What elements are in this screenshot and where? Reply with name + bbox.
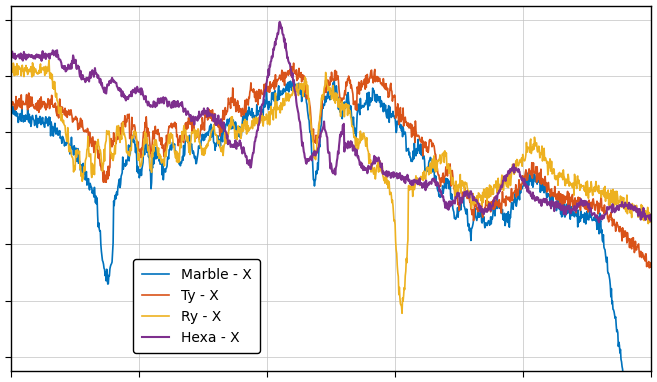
Line: Ry - X: Ry - X xyxy=(11,60,652,313)
Legend: Marble - X, Ty - X, Ry - X, Hexa - X: Marble - X, Ty - X, Ry - X, Hexa - X xyxy=(133,259,260,353)
Ty - X xyxy=(92,141,100,146)
Hexa - X xyxy=(648,212,656,217)
Ry - X xyxy=(116,136,124,141)
Marble - X xyxy=(115,178,123,183)
Ty - X xyxy=(115,126,123,131)
Ry - X xyxy=(7,71,15,76)
Ry - X xyxy=(93,147,101,152)
Ty - X xyxy=(344,78,352,82)
Marble - X xyxy=(330,77,338,81)
Line: Ty - X: Ty - X xyxy=(11,63,652,268)
Ry - X xyxy=(648,218,656,222)
Ty - X xyxy=(648,262,656,266)
Hexa - X xyxy=(115,88,123,92)
Ry - X xyxy=(45,58,53,63)
Ty - X xyxy=(223,108,231,113)
Hexa - X xyxy=(595,220,603,225)
Marble - X xyxy=(357,105,365,110)
Ry - X xyxy=(285,92,293,97)
Ty - X xyxy=(285,69,293,73)
Ry - X xyxy=(344,106,352,111)
Ty - X xyxy=(645,265,653,270)
Ry - X xyxy=(357,136,365,141)
Ry - X xyxy=(223,140,231,144)
Hexa - X xyxy=(276,19,284,24)
Line: Hexa - X: Hexa - X xyxy=(11,22,652,222)
Marble - X xyxy=(7,108,15,113)
Marble - X xyxy=(285,90,293,94)
Hexa - X xyxy=(7,56,15,60)
Marble - X xyxy=(223,122,231,127)
Hexa - X xyxy=(344,139,352,144)
Hexa - X xyxy=(223,136,231,141)
Hexa - X xyxy=(357,165,365,170)
Ty - X xyxy=(357,78,365,83)
Hexa - X xyxy=(285,61,293,66)
Ry - X xyxy=(398,311,406,316)
Marble - X xyxy=(344,90,352,95)
Ty - X xyxy=(7,101,15,106)
Marble - X xyxy=(92,194,100,198)
Ty - X xyxy=(290,61,298,65)
Line: Marble - X: Marble - X xyxy=(11,79,652,382)
Hexa - X xyxy=(92,71,100,76)
